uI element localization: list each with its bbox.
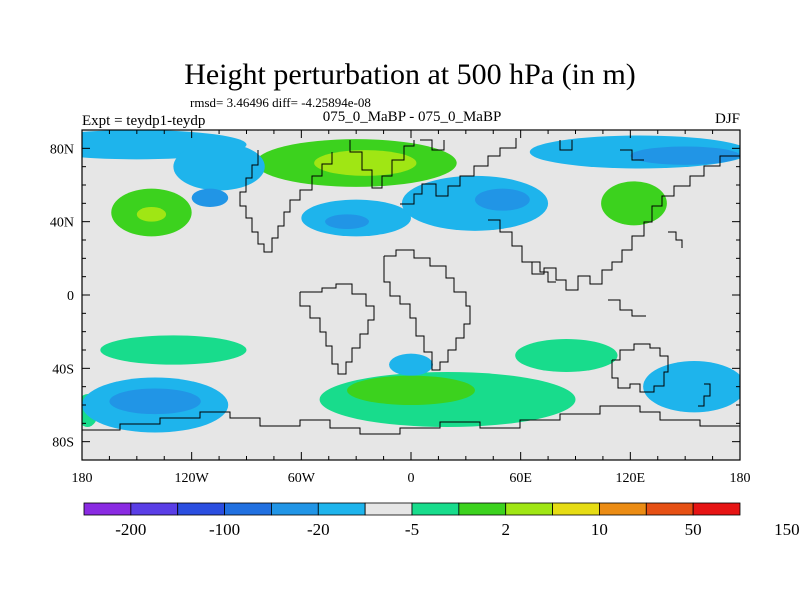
region-negative-s-atlantic [389,353,433,376]
anomaly-regions [82,130,740,433]
colorbar-swatch [130,502,179,516]
region-positive-southern-ocean-core [347,375,475,406]
colorbar-label: -200 [115,520,146,539]
x-tick-label: 60W [288,471,316,486]
region-negative-s-pacific-core [109,388,201,415]
coastline-arctic-islands [420,139,644,161]
colorbar-swatch [83,502,132,516]
region-negative-n-canada [173,142,265,191]
colorbar-swatch [224,502,272,516]
region-negative-s-indian [643,361,740,413]
coastline-india [532,261,556,283]
colorbar-swatch [599,502,647,516]
colorbar-swatch [645,502,694,516]
colorbar-label: -20 [307,520,330,539]
colorbar-swatch [317,502,366,516]
y-tick-label: 40S [52,362,74,377]
colorbar: -200 -100 -20 -5 2 10 50 150 [83,502,800,539]
center-label: 075_0_MaBP - 075_0_MaBP [323,109,502,125]
x-tick-label: 0 [408,471,415,486]
colorbar-swatch [271,502,319,516]
colorbar-label: 50 [685,520,702,539]
region-negative-n-canada-core [191,188,229,207]
coastline-japan [668,231,683,248]
colorbar-swatch [692,502,741,516]
coastline-asia [488,155,740,291]
y-tick-label: 80S [52,436,74,451]
colorbar-label: 2 [501,520,510,539]
colorbar-label: 150 [774,520,800,539]
y-tick-label: 80N [50,142,74,157]
coastline-new-zealand [698,383,711,407]
colorbar-swatch [177,502,225,516]
region-negative-europe-asia-core [474,188,530,211]
x-tick-label: 120E [616,471,646,486]
colorbar-swatch [505,502,553,516]
coastline-antarctica [82,405,740,435]
coastline-north-america [239,150,333,253]
axes: 180 120W 60W 0 60E 120E 180 80N 40N 0 40S 80S [50,130,751,486]
colorbar-swatch [364,502,413,516]
coastline-europe [400,138,517,205]
colorbar-swatch [552,502,600,516]
x-tick-label: 180 [730,471,751,486]
x-tick-label: 120W [175,471,210,486]
right-label: DJF [715,111,740,127]
x-tick-label: 180 [72,471,93,486]
coastline-australia [611,343,669,393]
region-positive-n-pacific-core [136,207,167,222]
region-negative-n-atlantic-core [325,214,369,230]
chart-title: Height perturbation at 500 hPa (in m) [184,58,636,91]
x-tick-label: 60E [509,471,532,486]
left-label: Expt = teydp1-teydp [82,113,205,129]
region-positive-e-asia [601,181,667,226]
colorbar-label: -100 [209,520,240,539]
colorbar-swatch [411,502,460,516]
region-positive-n-atlantic-core [314,150,417,176]
coastline-greenland [349,140,415,189]
coastline-south-america [299,283,375,375]
colorbar-label: -5 [405,520,419,539]
coastline-africa [383,249,471,371]
stats-line: rmsd= 3.46496 diff= -4.25894e-08 [190,95,371,110]
region-negative-arctic-siberia-core [630,146,740,165]
coastline-indonesia [608,299,646,317]
y-tick-label: 0 [67,289,74,304]
region-positive-s-indian [515,339,618,372]
coastlines [82,138,740,435]
region-positive-s-pacific [100,335,247,365]
y-tick-label: 40N [50,216,74,231]
colorbar-swatch [458,502,507,516]
colorbar-label: 10 [591,520,608,539]
